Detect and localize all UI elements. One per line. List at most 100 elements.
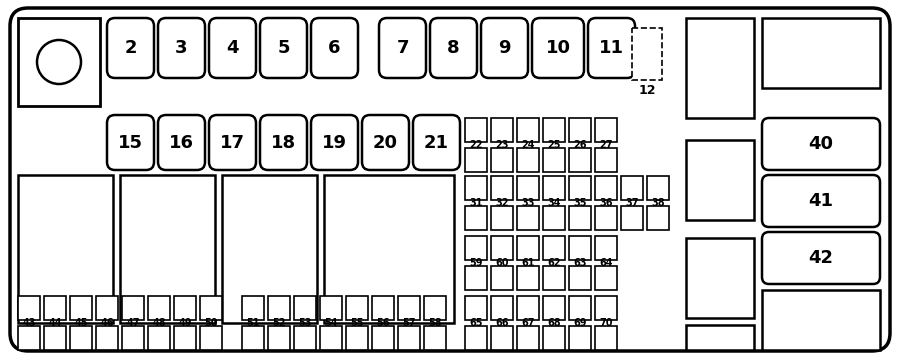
- FancyBboxPatch shape: [413, 115, 460, 170]
- Bar: [346, 296, 368, 320]
- Bar: [595, 266, 617, 290]
- FancyBboxPatch shape: [762, 232, 880, 284]
- Bar: [398, 326, 420, 350]
- Bar: [569, 326, 591, 350]
- Bar: [70, 326, 92, 350]
- Bar: [174, 296, 196, 320]
- Bar: [148, 296, 170, 320]
- Text: 61: 61: [521, 258, 535, 268]
- Text: 25: 25: [547, 140, 561, 150]
- Bar: [465, 296, 487, 320]
- Bar: [686, 18, 754, 118]
- Bar: [762, 290, 880, 350]
- Text: 3: 3: [176, 39, 188, 57]
- Text: 7: 7: [396, 39, 409, 57]
- Bar: [543, 296, 565, 320]
- Bar: [632, 28, 662, 80]
- Text: 57: 57: [402, 318, 416, 328]
- Text: 56: 56: [376, 318, 390, 328]
- Bar: [465, 118, 487, 142]
- Bar: [242, 296, 264, 320]
- Text: 16: 16: [169, 134, 194, 151]
- Bar: [491, 326, 513, 350]
- Text: 50: 50: [204, 318, 218, 328]
- Bar: [148, 326, 170, 350]
- Bar: [491, 296, 513, 320]
- Text: 54: 54: [324, 318, 338, 328]
- FancyBboxPatch shape: [10, 8, 890, 351]
- Text: 58: 58: [428, 318, 442, 328]
- Text: 68: 68: [547, 318, 561, 328]
- Bar: [122, 326, 144, 350]
- Bar: [372, 296, 394, 320]
- Bar: [517, 176, 539, 200]
- FancyBboxPatch shape: [762, 118, 880, 170]
- Bar: [200, 326, 222, 350]
- Text: 37: 37: [626, 198, 639, 208]
- Bar: [122, 296, 144, 320]
- Text: 45: 45: [74, 318, 88, 328]
- Text: 24: 24: [521, 140, 535, 150]
- FancyBboxPatch shape: [430, 18, 477, 78]
- Bar: [346, 326, 368, 350]
- Bar: [18, 18, 100, 106]
- Text: 18: 18: [271, 134, 296, 151]
- Bar: [543, 206, 565, 230]
- FancyBboxPatch shape: [311, 115, 358, 170]
- FancyBboxPatch shape: [209, 115, 256, 170]
- Bar: [174, 326, 196, 350]
- FancyBboxPatch shape: [107, 115, 154, 170]
- Bar: [595, 118, 617, 142]
- Bar: [424, 326, 446, 350]
- Bar: [569, 176, 591, 200]
- Text: 51: 51: [247, 318, 260, 328]
- Text: 12: 12: [638, 84, 656, 97]
- Bar: [762, 18, 880, 88]
- Bar: [465, 326, 487, 350]
- Bar: [96, 296, 118, 320]
- Bar: [595, 206, 617, 230]
- FancyBboxPatch shape: [311, 18, 358, 78]
- Bar: [200, 296, 222, 320]
- Text: 19: 19: [322, 134, 347, 151]
- Text: 35: 35: [573, 198, 587, 208]
- Bar: [18, 296, 40, 320]
- Text: 46: 46: [100, 318, 113, 328]
- Text: 40: 40: [808, 135, 833, 153]
- Text: 5: 5: [277, 39, 290, 57]
- FancyBboxPatch shape: [379, 18, 426, 78]
- Bar: [595, 236, 617, 260]
- Bar: [517, 236, 539, 260]
- Bar: [647, 176, 669, 200]
- Bar: [543, 326, 565, 350]
- Bar: [465, 206, 487, 230]
- Text: 49: 49: [178, 318, 192, 328]
- Bar: [517, 206, 539, 230]
- Bar: [70, 296, 92, 320]
- Text: 15: 15: [118, 134, 143, 151]
- Bar: [686, 140, 754, 220]
- Bar: [491, 148, 513, 172]
- Text: 22: 22: [469, 140, 482, 150]
- Bar: [517, 296, 539, 320]
- Bar: [44, 326, 66, 350]
- Text: 59: 59: [469, 258, 482, 268]
- Text: 48: 48: [152, 318, 166, 328]
- Bar: [294, 326, 316, 350]
- FancyBboxPatch shape: [481, 18, 528, 78]
- Bar: [621, 206, 643, 230]
- Bar: [465, 148, 487, 172]
- Bar: [595, 148, 617, 172]
- Bar: [44, 296, 66, 320]
- Text: 32: 32: [495, 198, 508, 208]
- Text: 55: 55: [350, 318, 364, 328]
- Text: 33: 33: [521, 198, 535, 208]
- Text: 31: 31: [469, 198, 482, 208]
- Bar: [595, 326, 617, 350]
- FancyBboxPatch shape: [532, 18, 584, 78]
- Text: 60: 60: [495, 258, 508, 268]
- Text: 20: 20: [373, 134, 398, 151]
- Text: 44: 44: [49, 318, 62, 328]
- Text: 67: 67: [521, 318, 535, 328]
- Text: 10: 10: [545, 39, 571, 57]
